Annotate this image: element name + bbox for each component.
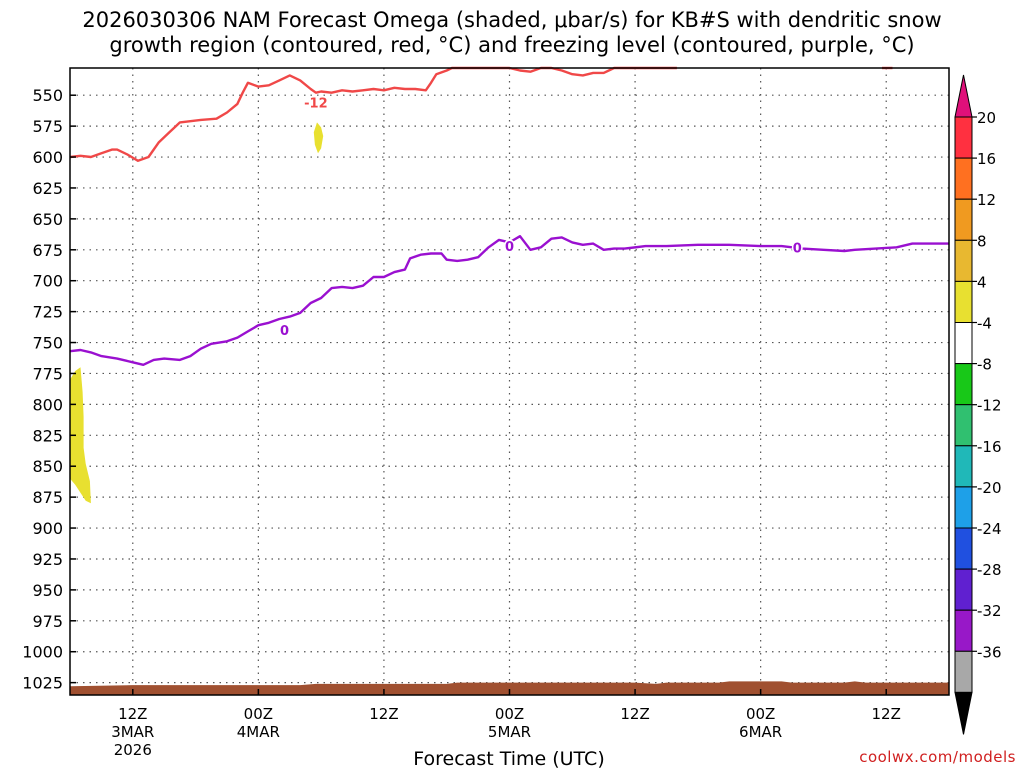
colorbar-label: -4 xyxy=(977,315,992,333)
colorbar-swatch xyxy=(954,363,973,406)
y-tick-label: 825 xyxy=(32,426,63,445)
colorbar-label: -32 xyxy=(977,602,1002,620)
colorbar-swatch xyxy=(954,239,973,282)
y-tick-label: 875 xyxy=(32,488,63,507)
y-tick-label: 675 xyxy=(32,241,63,260)
colorbar-label: -24 xyxy=(977,520,1002,538)
colorbar-swatch xyxy=(954,486,973,529)
x-tick-label: 3MAR xyxy=(111,723,154,741)
x-tick-label: 12Z xyxy=(369,705,398,723)
omega-shading xyxy=(70,122,324,504)
x-tick-label: 12Z xyxy=(872,705,901,723)
colorbar-label: -36 xyxy=(977,643,1002,661)
terrain-fill xyxy=(70,681,949,695)
colorbar-top-arrow xyxy=(954,74,973,118)
colorbar-swatch xyxy=(954,609,973,652)
contours xyxy=(69,66,949,366)
contour-labels: -12 0 0 0 xyxy=(278,95,803,341)
colorbar-label: 4 xyxy=(977,273,987,291)
y-tick-label: 650 xyxy=(32,210,63,229)
y-tick-label: 1025 xyxy=(22,674,63,693)
y-tick-label: 975 xyxy=(32,612,63,631)
x-tick-label: 12Z xyxy=(620,705,649,723)
colorbar-label: -16 xyxy=(977,438,1002,456)
colorbar-swatch xyxy=(954,322,973,365)
x-tick-label: 6MAR xyxy=(739,723,782,741)
colorbar-swatch xyxy=(954,445,973,488)
y-tick-label: 1000 xyxy=(22,643,63,662)
y-tick-label: 725 xyxy=(32,303,63,322)
colorbar-label: 20 xyxy=(977,109,996,127)
colorbar-swatch xyxy=(954,404,973,447)
colorbar-swatch xyxy=(954,650,973,693)
colorbar-label: -20 xyxy=(977,479,1002,497)
contour-label: 0 xyxy=(793,241,802,256)
y-tick-label: 775 xyxy=(32,364,63,383)
y-tick-label: 900 xyxy=(32,519,63,538)
y-tick-label: 950 xyxy=(32,581,63,600)
x-tick-label: 00Z xyxy=(746,705,775,723)
colorbar-swatch xyxy=(954,157,973,200)
colorbar-label: 8 xyxy=(977,232,987,250)
colorbar-swatch xyxy=(954,280,973,323)
y-tick-label: 600 xyxy=(32,148,63,167)
y-tick-label: 925 xyxy=(32,550,63,569)
contour-line xyxy=(69,66,677,163)
colorbar-swatch xyxy=(954,527,973,570)
x-tick-label: 2026 xyxy=(114,741,152,759)
y-tick-label: 750 xyxy=(32,334,63,353)
contour-label: 0 xyxy=(280,324,289,339)
x-axis-label: Forecast Time (UTC) xyxy=(413,748,604,768)
x-tick-label: 00Z xyxy=(495,705,524,723)
x-tick-label: 00Z xyxy=(244,705,273,723)
x-tick-label: 12Z xyxy=(118,705,147,723)
colorbar-label: -8 xyxy=(977,356,992,374)
terrain xyxy=(70,681,949,695)
x-tick-label: 4MAR xyxy=(237,723,280,741)
y-tick-label: 550 xyxy=(32,86,63,105)
colorbar-bottom-arrow xyxy=(954,691,973,735)
colorbar-label: -28 xyxy=(977,561,1002,579)
colorbar-label: 12 xyxy=(977,191,996,209)
y-tick-label: 700 xyxy=(32,272,63,291)
colorbar-swatch xyxy=(954,116,973,159)
contour-label: 0 xyxy=(505,240,514,255)
chart-title: 2026030306 NAM Forecast Omega (shaded, μ… xyxy=(82,8,942,57)
colorbar-label: 16 xyxy=(977,150,996,168)
colorbar-swatch xyxy=(954,568,973,611)
y-tick-label: 575 xyxy=(32,117,63,136)
y-tick-label: 800 xyxy=(32,395,63,414)
grid xyxy=(70,68,949,695)
contour-label: -12 xyxy=(304,97,328,112)
contour-line xyxy=(69,234,949,366)
colorbar-label: -12 xyxy=(977,397,1002,415)
y-tick-label: 850 xyxy=(32,457,63,476)
colorbar: 20 16 12 8 4 -4 -8 -12 -16 -20 -24 -28 -32 -36 xyxy=(954,74,1002,735)
credit-text: coolwx.com/models xyxy=(859,748,1016,766)
omega-shaded-region xyxy=(70,367,91,504)
omega-shaded-region xyxy=(313,122,324,154)
colorbar-swatch xyxy=(954,198,973,241)
x-tick-label: 5MAR xyxy=(488,723,531,741)
y-axis: 550 575 600 625 650 675 700 725 750 775 800 825 850 8… xyxy=(22,86,76,693)
y-tick-label: 625 xyxy=(32,179,63,198)
